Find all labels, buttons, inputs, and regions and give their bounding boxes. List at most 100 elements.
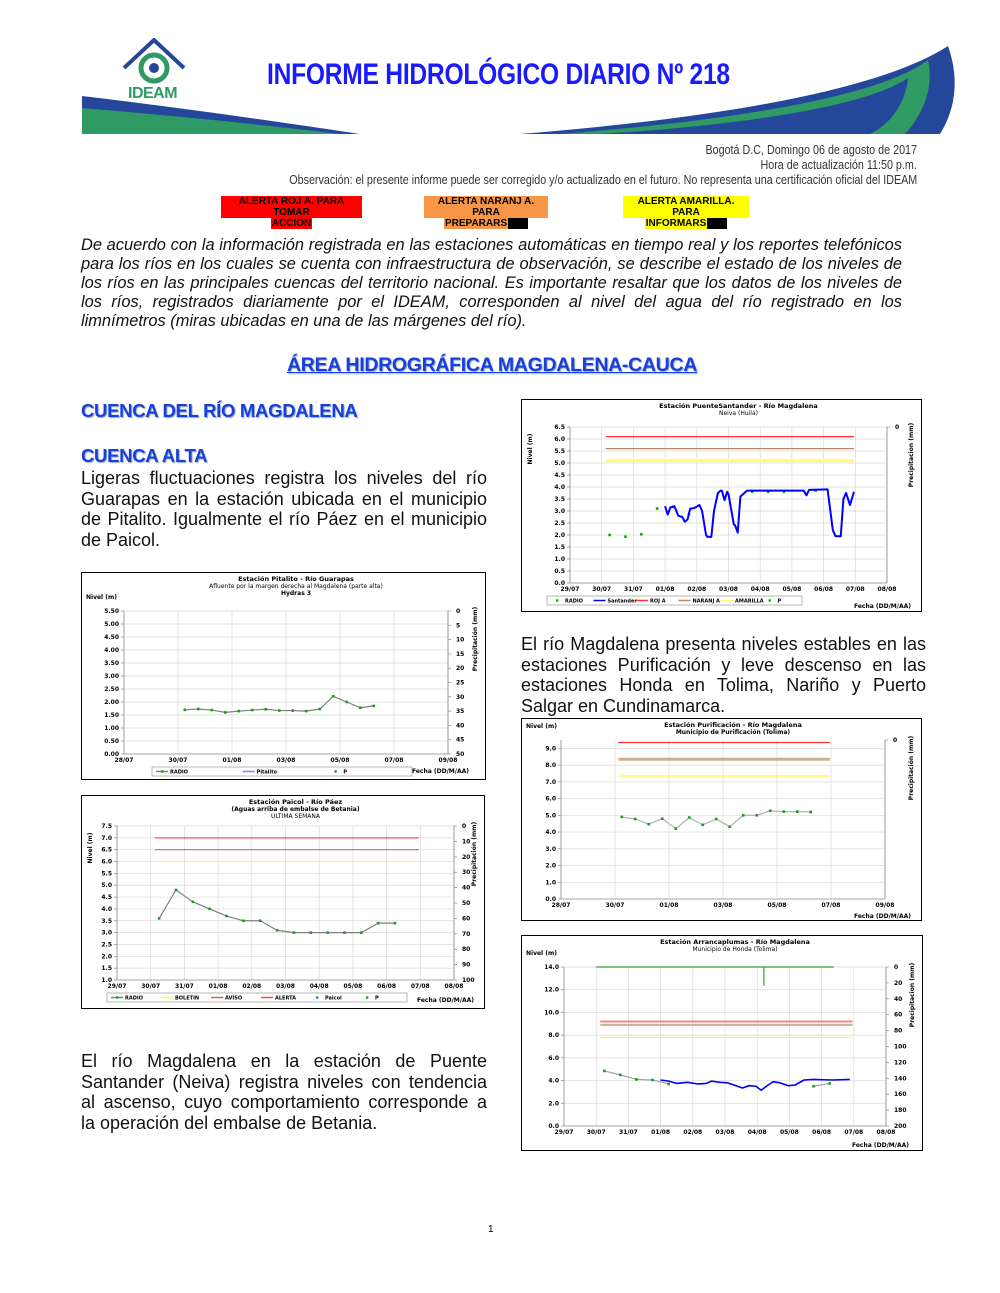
x-tick-label: 07/08	[822, 902, 841, 909]
y2-tick-label: 50	[462, 900, 470, 907]
cuenca-alta-paragraph: Ligeras fluctuaciones registra los nivel…	[81, 468, 487, 551]
chart-title-line: ULTIMA SEMANA	[271, 813, 321, 820]
data-point	[304, 709, 308, 713]
alert-orange-line1: ALERTA NARANJ A. PARA	[424, 196, 548, 218]
data-point	[358, 706, 362, 710]
y2-tick-label: 180	[894, 1107, 907, 1114]
data-point	[291, 709, 295, 712]
y-tick-label: 6.5	[101, 847, 112, 854]
y-tick-label: 1.50	[104, 712, 119, 719]
x-tick-label: 04/08	[310, 983, 329, 990]
y-tick-label: 1.0	[545, 879, 556, 886]
y-tick-label: 0.00	[104, 751, 119, 758]
data-point	[674, 827, 678, 831]
data-point	[602, 1069, 606, 1073]
alert-yellow-legend: ALERTA AMARILLA. PARA INFORMARS	[623, 196, 749, 229]
x-tick-label: 28/07	[552, 902, 571, 909]
legend-label: ALERTA	[275, 996, 296, 1002]
y-tick-label: 5.0	[101, 882, 112, 889]
x-tick-label: 07/08	[385, 757, 404, 764]
subcuenca-heading: CUENCA ALTA	[81, 445, 208, 466]
x-tick-label: 08/08	[877, 1129, 896, 1136]
legend-label: ROJ A	[650, 599, 666, 605]
y-tick-label: 7.5	[101, 823, 112, 830]
data-point	[728, 825, 732, 828]
legend-label: Santander	[608, 599, 638, 605]
y-tick-label: 0.5	[554, 568, 565, 575]
legend-label: Pitalito	[257, 770, 278, 776]
chart-title-line: Municipio de Purificación (Tolima)	[676, 729, 791, 736]
x-tick-label: 07/08	[411, 983, 430, 990]
y-tick-label: 2.0	[554, 532, 565, 539]
x-tick-label: 30/07	[587, 1129, 606, 1136]
legend-marker	[334, 770, 337, 773]
y2-tick-label: 50	[456, 751, 464, 758]
data-point	[183, 708, 187, 712]
chart-title-line: Estación Paicol - Río Páez	[249, 798, 343, 806]
data-point	[635, 1078, 638, 1081]
y2-tick-label: 30	[462, 869, 470, 876]
y-tick-label: 1.5	[101, 965, 112, 972]
y2-tick-label: 90	[462, 962, 470, 969]
y-tick-label: 1.5	[554, 544, 565, 551]
data-point	[326, 931, 329, 934]
series-line-level	[604, 1070, 669, 1085]
x-tick-label: 04/08	[751, 586, 770, 593]
y-tick-label: 0.50	[104, 738, 119, 745]
y2-tick-label: 80	[894, 1028, 902, 1035]
chart-title-line: Estación Pitalito - Río Guarapas	[238, 575, 354, 583]
x-tick-label: 03/08	[714, 902, 733, 909]
x-tick-label: 03/08	[277, 757, 296, 764]
y-tick-label: 7.0	[101, 835, 112, 842]
y2-tick-label: 100	[894, 1044, 907, 1051]
chart-purificacion: Estación Purificación - Río Magdalena Mun…	[521, 718, 922, 921]
y-tick-label: 8.0	[545, 762, 556, 769]
y2-tick-label: 100	[462, 977, 475, 984]
y2-tick-label: 10	[456, 637, 464, 644]
y-tick-label: 6.5	[554, 424, 565, 431]
x-tick-label: 01/08	[651, 1129, 670, 1136]
data-point	[768, 809, 772, 813]
y2-tick-label: 20	[456, 665, 464, 672]
y2-axis-label: Precipitacion (mm)	[909, 963, 916, 1028]
data-point	[372, 704, 376, 708]
y-tick-label: 2.0	[545, 863, 556, 870]
y2-tick-label: 140	[894, 1075, 907, 1082]
y-axis-label: Nivel (m)	[526, 950, 557, 957]
legend-label: P	[375, 996, 379, 1002]
legend-marker	[161, 770, 164, 773]
y-tick-label: 4.0	[545, 829, 556, 836]
x-axis-label: Fecha (DD/M/AA)	[854, 913, 911, 920]
y-tick-label: 4.5	[101, 894, 112, 901]
y-tick-label: 8.0	[548, 1032, 559, 1039]
y2-axis-label: Precipitación (mm)	[471, 822, 478, 887]
data-point	[651, 1078, 654, 1082]
disclaimer-note: Observación: el presente informe puede s…	[288, 173, 917, 187]
y-tick-label: 3.0	[545, 846, 556, 853]
x-tick-label: 05/08	[768, 902, 787, 909]
chart-title-line: Estación Arrancaplumas - Río Magdalena	[660, 938, 810, 946]
y-tick-label: 1.0	[554, 556, 565, 563]
data-point	[795, 810, 799, 813]
data-point	[250, 708, 254, 712]
y2-tick-label: 0	[895, 424, 899, 431]
x-tick-label: 08/08	[445, 983, 464, 990]
data-point	[242, 919, 245, 923]
data-point	[701, 823, 705, 827]
legend-label: AVISO	[225, 996, 242, 1002]
data-point	[275, 928, 279, 932]
series-line-level	[660, 1078, 850, 1092]
page-number: 1	[488, 1224, 494, 1235]
report-date: Bogotá D.C, Domingo 06 de agosto de 2017	[705, 143, 917, 157]
y2-tick-label: 10	[462, 838, 470, 845]
data-point	[331, 694, 335, 698]
y-tick-label: 1.00	[104, 725, 119, 732]
data-point	[174, 888, 178, 892]
data-point	[655, 507, 659, 510]
y-tick-label: 3.50	[104, 660, 119, 667]
legend-marker	[768, 599, 771, 602]
y2-tick-label: 45	[456, 737, 464, 744]
y-tick-label: 2.0	[101, 953, 112, 960]
y2-tick-label: 200	[894, 1123, 907, 1130]
x-axis-label: Fecha (DD/M/AA)	[412, 768, 469, 775]
